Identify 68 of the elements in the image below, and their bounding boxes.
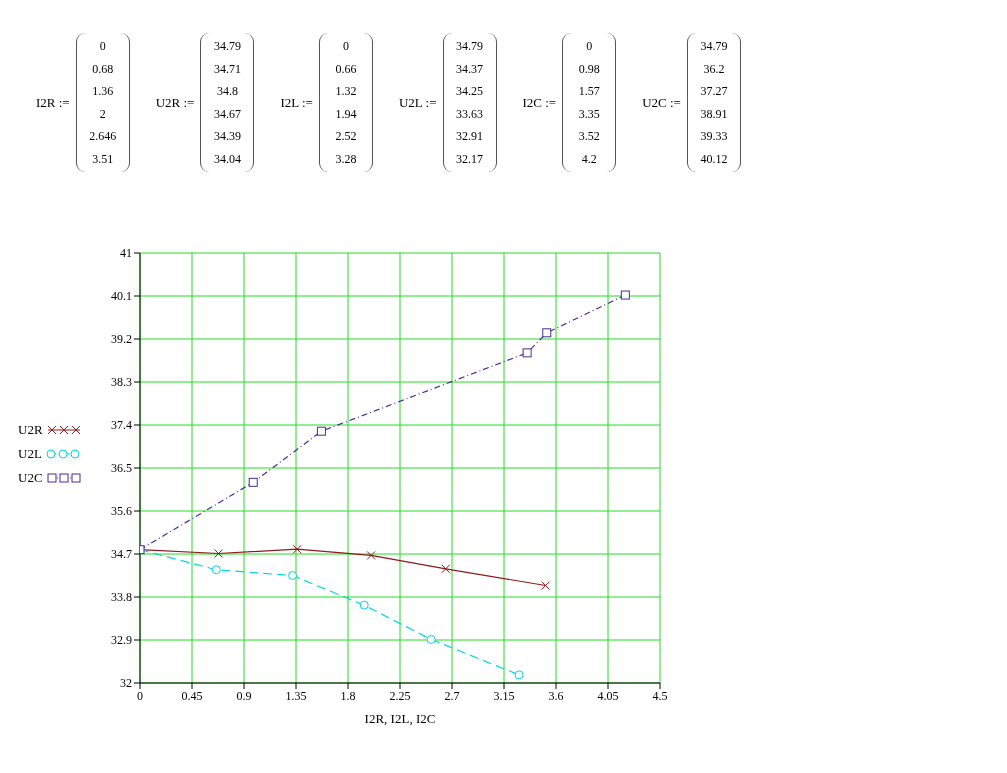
text: 0 bbox=[98, 38, 107, 55]
text: 3.35 bbox=[577, 105, 601, 123]
text: 0.66 bbox=[334, 60, 358, 78]
text: 36.2 bbox=[702, 60, 726, 78]
y-tick-label: 39.2 bbox=[111, 332, 132, 347]
y-tick-label: 32 bbox=[120, 676, 132, 691]
x-tick-label: 1.8 bbox=[340, 688, 356, 703]
text: 2.646 bbox=[88, 128, 118, 145]
text: 34.25 bbox=[455, 83, 484, 100]
text: 0.68 bbox=[91, 60, 115, 78]
y-tick-label: 38.3 bbox=[111, 375, 132, 390]
x-tick-label: 3.6 bbox=[548, 688, 564, 703]
y-tick-label: 36.5 bbox=[111, 461, 132, 476]
y-tick-label: 35.6 bbox=[111, 504, 132, 519]
y-tick-label: 40.1 bbox=[111, 289, 132, 304]
x-tick-label: 3.15 bbox=[493, 688, 515, 703]
text: 34.37 bbox=[455, 60, 484, 78]
category-label: I2L := bbox=[280, 94, 313, 111]
legend-label: U2R bbox=[18, 422, 43, 438]
text: 34.79 bbox=[212, 38, 242, 55]
text: 34.79 bbox=[699, 38, 729, 55]
text: 0 bbox=[585, 38, 594, 55]
x-tick-label: 2.7 bbox=[444, 688, 460, 703]
y-tick-label: 37.4 bbox=[111, 418, 132, 433]
text: 34.79 bbox=[455, 38, 484, 55]
y-tick-label: 32.9 bbox=[111, 633, 132, 648]
text: 34.39 bbox=[212, 128, 242, 145]
text: 2.52 bbox=[334, 128, 358, 145]
legend-label: U2C bbox=[18, 470, 43, 486]
text: 39.33 bbox=[699, 128, 729, 145]
text: 32.91 bbox=[455, 128, 484, 145]
category-label: U2C := bbox=[642, 94, 681, 111]
text: 34.8 bbox=[215, 83, 239, 100]
text: 34.67 bbox=[212, 105, 242, 123]
category-label: I2R := bbox=[36, 94, 70, 111]
text: 32.17 bbox=[455, 150, 484, 168]
x-tick-label: 0 bbox=[137, 688, 143, 703]
legend-label: U2L bbox=[18, 446, 42, 462]
text: 33.63 bbox=[455, 105, 484, 123]
category-label: U2L := bbox=[398, 94, 437, 111]
text: 37.27 bbox=[699, 83, 729, 100]
y-tick-label: 33.8 bbox=[111, 590, 132, 605]
category-label: I2C := bbox=[522, 94, 557, 111]
x-tick-label: 0.45 bbox=[181, 688, 203, 703]
text: 3.28 bbox=[334, 150, 358, 168]
x-tick-label: 1.35 bbox=[285, 688, 307, 703]
text: 1.36 bbox=[91, 83, 115, 100]
text: 0 bbox=[341, 38, 350, 55]
text: 38.91 bbox=[699, 105, 729, 123]
x-axis-title: I2R, I2L, I2C bbox=[364, 711, 436, 726]
text: 3.52 bbox=[577, 128, 601, 145]
y-tick-label: 41 bbox=[120, 246, 132, 261]
text: 1.57 bbox=[577, 83, 601, 100]
x-tick-label: 0.9 bbox=[236, 688, 252, 703]
text: 1.32 bbox=[334, 83, 358, 100]
x-tick-label: 2.25 bbox=[389, 688, 411, 703]
text: 1.94 bbox=[334, 105, 358, 123]
text: 34.71 bbox=[212, 60, 242, 78]
y-tick-label: 34.7 bbox=[111, 547, 132, 562]
category-label: U2R := bbox=[155, 94, 195, 111]
text: 34.04 bbox=[212, 150, 242, 168]
text: 2 bbox=[98, 105, 107, 123]
text: 3.51 bbox=[91, 150, 115, 168]
x-tick-label: 4.05 bbox=[597, 688, 619, 703]
x-tick-label: 4.5 bbox=[652, 688, 668, 703]
text: 4.2 bbox=[580, 150, 598, 168]
text: 0.98 bbox=[577, 60, 601, 78]
text: 40.12 bbox=[699, 150, 729, 168]
